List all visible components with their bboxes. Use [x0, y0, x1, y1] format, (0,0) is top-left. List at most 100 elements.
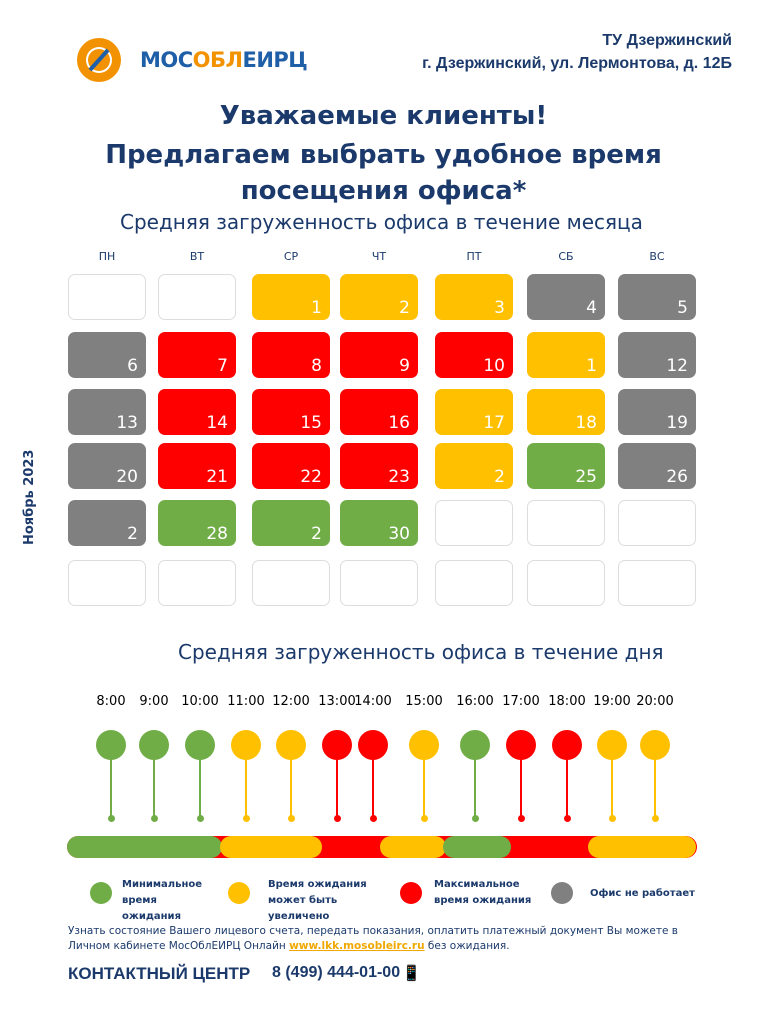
- calendar-day-gray: 6: [68, 332, 146, 378]
- hour-load-dot-red: [322, 730, 352, 760]
- hour-stem-tip: [420, 815, 428, 822]
- hour-stem-tip: [150, 815, 158, 822]
- calendar-day-yellow: 1: [527, 332, 605, 378]
- load-bar-segment-green: [67, 836, 222, 858]
- day-number: 4: [586, 298, 597, 318]
- hour-stem: [520, 750, 522, 820]
- calendar-day-gray: 12: [618, 332, 696, 378]
- legend-green-label: Минимальное время ожидания: [122, 879, 203, 922]
- calendar-day-gray: 19: [618, 389, 696, 435]
- hour-load-dot-red: [552, 730, 582, 760]
- calendar-day-green: 28: [158, 500, 236, 546]
- title-line-2: Предлагаем выбрать удобное время: [105, 140, 662, 170]
- legend-green-dot: [90, 882, 112, 904]
- logo-sun-icon: [77, 38, 121, 82]
- hour-load-dot-red: [506, 730, 536, 760]
- weekday-label: ПТ: [466, 250, 482, 263]
- hour-load-dot-green: [460, 730, 490, 760]
- load-bar-segment-yellow: [380, 836, 446, 858]
- day-number: 20: [116, 467, 138, 487]
- day-number: 14: [206, 413, 228, 433]
- title-line-1: Уважаемые клиенты!: [219, 101, 548, 131]
- hour-load-dot-yellow: [409, 730, 439, 760]
- hour-stem: [372, 750, 374, 820]
- info-text-1: Узнать состояние Вашего лицевого счета, …: [68, 925, 678, 952]
- day-number: 15: [300, 413, 322, 433]
- calendar-day-gray: 4: [527, 274, 605, 320]
- calendar-day-gray: 2: [68, 500, 146, 546]
- day-number: 7: [217, 356, 228, 376]
- calendar-day-empty: [618, 560, 696, 606]
- info-text-2: без ожидания.: [424, 940, 510, 952]
- calendar-day-gray: 26: [618, 443, 696, 489]
- weekday-label: СБ: [558, 250, 574, 263]
- office-address: г. Дзержинский, ул. Лермонтова, д. 12Б: [422, 55, 732, 72]
- load-bar-segment-green: [443, 836, 511, 858]
- day-number: 19: [666, 413, 688, 433]
- weekday-label: ПН: [98, 250, 116, 263]
- hour-label: 15:00: [405, 694, 443, 709]
- hour-stem: [611, 750, 613, 820]
- calendar-day-empty: [435, 560, 513, 606]
- day-number: 13: [116, 413, 138, 433]
- calendar-day-yellow: 18: [527, 389, 605, 435]
- hour-label: 8:00: [96, 694, 126, 709]
- hour-label: 9:00: [139, 694, 169, 709]
- hour-load-dot-green: [139, 730, 169, 760]
- contact-phone[interactable]: 8 (499) 444-01-00: [272, 964, 401, 981]
- calendar-day-gray: 20: [68, 443, 146, 489]
- calendar-day-gray: 13: [68, 389, 146, 435]
- day-number: 1: [586, 356, 597, 376]
- hour-load-dot-yellow: [597, 730, 627, 760]
- load-bar-segment-yellow: [220, 836, 322, 858]
- hour-stem-tip: [608, 815, 616, 822]
- hour-stem: [654, 750, 656, 820]
- hour-stem-tip: [563, 815, 571, 822]
- hour-label: 10:00: [181, 694, 219, 709]
- hour-load-dot-yellow: [640, 730, 670, 760]
- weekday-label: ВС: [649, 250, 665, 263]
- legend-gray-label: Офис не работает: [590, 888, 695, 899]
- hour-stem: [336, 750, 338, 820]
- lkk-link[interactable]: www.lkk.mosobleirc.ru: [289, 940, 425, 952]
- hour-stem-tip: [107, 815, 115, 822]
- day-number: 5: [677, 298, 688, 318]
- calendar-day-red: 14: [158, 389, 236, 435]
- calendar-day-red: 23: [340, 443, 418, 489]
- day-number: 26: [666, 467, 688, 487]
- calendar-day-red: 16: [340, 389, 418, 435]
- day-number: 9: [399, 356, 410, 376]
- load-bar-segment-yellow: [588, 836, 696, 858]
- month-section-title: Средняя загруженность офиса в течение ме…: [120, 210, 643, 234]
- hour-stem: [153, 750, 155, 820]
- calendar-day-empty: [618, 500, 696, 546]
- calendar-day-red: 15: [252, 389, 330, 435]
- hour-stem: [290, 750, 292, 820]
- info-text: Узнать состояние Вашего лицевого счета, …: [68, 924, 708, 954]
- calendar-day-green: 30: [340, 500, 418, 546]
- calendar-day-empty: [340, 560, 418, 606]
- contact-label: КОНТАКТНЫЙ ЦЕНТР: [68, 964, 251, 983]
- calendar-day-yellow: 2: [435, 443, 513, 489]
- hour-stem-tip: [651, 815, 659, 822]
- hour-load-dot-red: [358, 730, 388, 760]
- legend-red-label: Максимальное время ожидания: [434, 879, 532, 906]
- hour-stem: [423, 750, 425, 820]
- calendar-day-yellow: 3: [435, 274, 513, 320]
- calendar-day-empty: [68, 560, 146, 606]
- weekday-label: ЧТ: [371, 250, 387, 263]
- day-number: 3: [494, 298, 505, 318]
- hour-label: 14:00: [354, 694, 392, 709]
- calendar-day-empty: [435, 500, 513, 546]
- day-number: 21: [206, 467, 228, 487]
- day-number: 10: [483, 356, 505, 376]
- hour-label: 12:00: [272, 694, 310, 709]
- hour-stem-tip: [287, 815, 295, 822]
- hour-stem-tip: [242, 815, 250, 822]
- hour-label: 18:00: [548, 694, 586, 709]
- day-number: 8: [311, 356, 322, 376]
- day-number: 22: [300, 467, 322, 487]
- hour-label: 16:00: [456, 694, 494, 709]
- day-number: 23: [388, 467, 410, 487]
- weekday-label: ВТ: [189, 250, 205, 263]
